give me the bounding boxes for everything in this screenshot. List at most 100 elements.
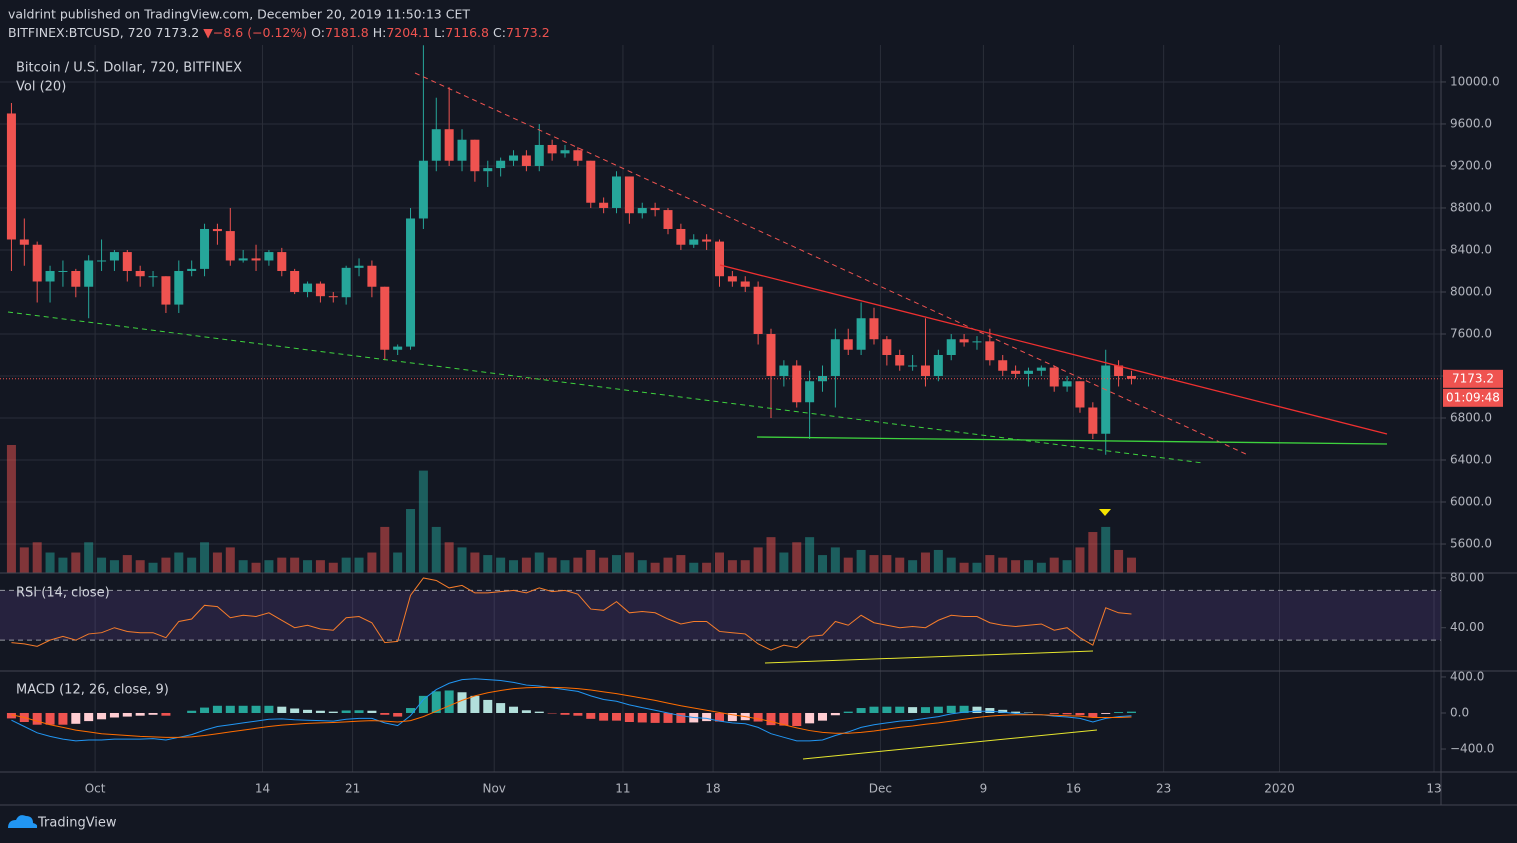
macd-hist-bar — [714, 712, 725, 722]
candle-body — [959, 339, 969, 343]
macd-hist-bar — [998, 709, 1008, 713]
macd-hist-bar — [856, 708, 866, 713]
volume-bar — [817, 555, 827, 573]
macd-hist-bar — [32, 712, 42, 725]
candle-body — [547, 144, 557, 154]
candle-body — [328, 296, 338, 298]
volume-bar — [315, 560, 325, 573]
macd-hist-bar — [817, 712, 827, 721]
volume-bar — [534, 552, 544, 573]
candle-body — [418, 160, 428, 219]
candle-body — [534, 144, 544, 166]
candle-body — [251, 258, 261, 261]
y-tick-label: 5600.0 — [1450, 537, 1492, 551]
macd-hist-bar — [933, 706, 943, 713]
volume-bar — [45, 552, 55, 573]
macd-hist-bar — [264, 705, 274, 713]
volume-bar — [972, 562, 982, 573]
candle-body — [174, 270, 184, 305]
marker — [1099, 509, 1111, 516]
open: 7181.8 — [325, 25, 369, 40]
volume-bar — [560, 560, 570, 573]
macd-hist-bar — [727, 712, 737, 722]
macd-hist-bar — [406, 708, 416, 713]
volume-bar — [1088, 532, 1098, 573]
volume-bar — [1011, 560, 1021, 573]
candle-body — [985, 341, 995, 361]
candle-body — [187, 268, 197, 271]
candle-body — [45, 270, 55, 282]
macd-hist-bar — [444, 690, 454, 713]
macd-hist-bar — [1049, 712, 1059, 714]
volume-bar — [418, 470, 428, 573]
candle-body — [920, 365, 930, 376]
candle-body — [946, 339, 956, 355]
macd-hist-bar — [702, 712, 712, 722]
volume-bar — [483, 555, 493, 573]
candle-body — [496, 160, 506, 169]
candle-body — [586, 160, 596, 203]
volume-bar — [1101, 526, 1111, 573]
candle-body — [457, 139, 467, 161]
macd-hist-bar — [843, 711, 853, 713]
pane-title: Bitcoin / U.S. Dollar, 720, BITFINEX — [16, 61, 242, 76]
y-tick-label: 80.00 — [1450, 570, 1484, 584]
volume-bar — [882, 555, 892, 573]
macd-hist-bar — [599, 712, 609, 721]
candle-body — [869, 318, 879, 340]
macd-hist-bar — [1114, 712, 1124, 713]
x-tick-label: 2020 — [1264, 782, 1295, 796]
x-tick-label: 21 — [345, 782, 360, 796]
candle-body — [135, 270, 145, 277]
macd-hist-bar — [908, 707, 918, 713]
macd-hist-bar — [676, 712, 686, 723]
macd-hist-bar — [869, 706, 879, 713]
countdown-box — [1443, 388, 1503, 407]
candle-body — [972, 341, 982, 343]
candle-body — [1062, 381, 1072, 387]
candle-body — [843, 339, 853, 350]
volume-bar — [380, 526, 390, 573]
volume-bar — [393, 552, 403, 573]
candle-body — [200, 228, 210, 269]
volume-bar — [624, 552, 634, 573]
trendline — [764, 650, 1094, 664]
macd-hist-bar — [367, 710, 377, 713]
rsi-band — [0, 590, 1441, 641]
publisher: valdrint published on TradingView.com, D… — [8, 7, 470, 22]
candle-body — [58, 270, 68, 272]
macd-hist-bar — [161, 712, 171, 716]
high: 7204.1 — [386, 25, 430, 40]
grid — [0, 45, 1441, 772]
candle-body — [483, 168, 493, 172]
volume-bar — [586, 549, 596, 573]
volume-bar — [32, 542, 42, 573]
volume-bar — [290, 557, 300, 573]
candle-body — [1088, 407, 1098, 434]
volume-bar — [84, 542, 94, 573]
macd-hist-bar — [84, 712, 94, 722]
x-tick-label: 18 — [705, 782, 720, 796]
volume-bar — [908, 560, 918, 573]
candle-body — [805, 381, 815, 403]
volume-bar — [58, 557, 68, 573]
candle-body — [676, 228, 686, 245]
volume-bar — [509, 560, 519, 573]
candle-body — [6, 113, 16, 240]
macd-hist-bar — [534, 711, 544, 713]
candle-body — [624, 176, 634, 214]
candle-body — [663, 210, 673, 229]
plot — [0, 45, 1441, 742]
macd-hist-bar — [895, 706, 905, 713]
pane-title: RSI (14, close) — [16, 586, 110, 601]
volume-bar — [251, 562, 261, 573]
candle-body — [933, 354, 943, 376]
macd-hist-bar — [1075, 712, 1085, 716]
candle-body — [19, 239, 29, 245]
x-tick-label: 13 — [1426, 782, 1441, 796]
candle-body — [1075, 381, 1085, 408]
separators — [0, 45, 1517, 806]
macd-hist-bar — [6, 712, 16, 719]
volume-bar — [1036, 562, 1046, 573]
trendline — [719, 264, 1388, 435]
